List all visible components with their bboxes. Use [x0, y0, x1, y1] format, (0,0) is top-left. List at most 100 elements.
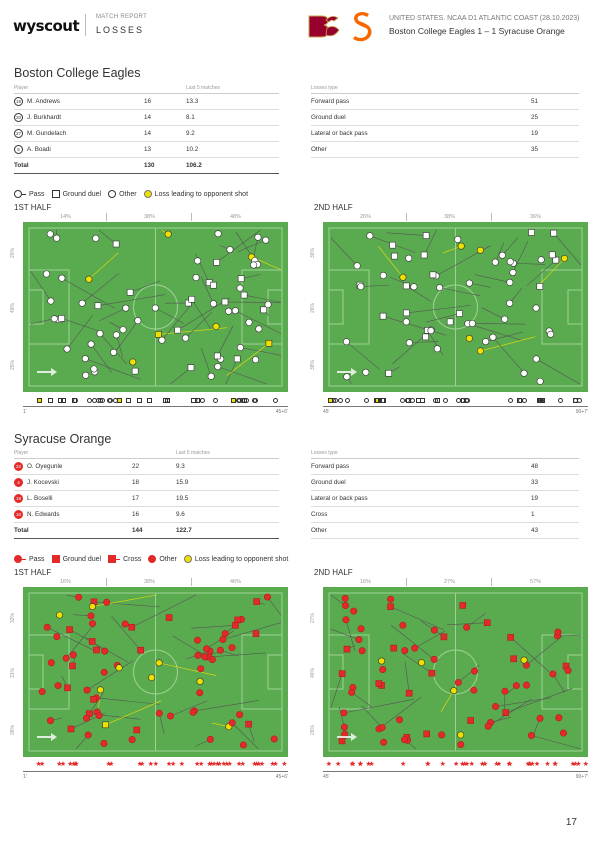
legend-label: Loss leading to opponent shot: [154, 190, 249, 198]
zone-separator: [106, 213, 107, 221]
timeline-star-icon: ★: [178, 761, 186, 768]
col-last5: Last 5 matches: [186, 84, 279, 94]
table-row: 20 J. Burkhardt 14 8.1: [14, 109, 279, 126]
zone-pct: 38%: [444, 214, 456, 220]
timeline-star-icon: ★: [253, 761, 260, 768]
timeline-star-icon: ★: [461, 761, 468, 768]
timeline-star-icon: ★: [107, 761, 115, 768]
timeline-star-icon: ★: [459, 761, 466, 768]
timeline-star-icon: ★: [424, 761, 431, 768]
timeline-star-icon: ★: [569, 761, 576, 768]
table-total-row: Total 144 122.7: [14, 522, 279, 539]
pitch-syracuse-2nd-half: [323, 587, 588, 757]
player-losses: 14: [144, 125, 186, 142]
zone-separator: [191, 213, 192, 221]
timeline-star-icon: ★: [468, 761, 475, 768]
timeline-end: 90+7': [575, 409, 588, 415]
timeline-star-icon: ★: [235, 761, 243, 768]
player-name: J. Kocevski: [27, 478, 59, 486]
player-name: N. Edwards: [27, 510, 60, 518]
loss-type: Ground duel: [311, 474, 531, 491]
boston-college-logo-icon: [308, 15, 340, 38]
timeline-start: 45': [323, 774, 330, 780]
timeline-event-icon: [126, 398, 132, 403]
total-label: Total: [14, 157, 144, 174]
competition-info: UNITED STATES. NCAA D1 ATLANTIC COAST (2…: [389, 15, 580, 22]
table-row: 19 L. Boselli 17 19.5: [14, 490, 279, 507]
timeline-event-icon: [443, 398, 449, 403]
player-losses: 22: [132, 458, 176, 475]
half-label-2nd: 2ND HALF: [314, 203, 353, 212]
timeline-star-icon: ★: [226, 761, 233, 768]
pitch-drawing: [28, 592, 283, 752]
timeline-star-icon: ★: [56, 761, 63, 768]
timeline-star-icon: ★: [424, 761, 432, 768]
square-icon: [51, 190, 60, 198]
timeline-star-icon: ★: [269, 761, 276, 768]
timeline-star-icon: ★: [73, 761, 80, 768]
timeline-event-icon: [409, 398, 415, 403]
attack-direction-icon: [37, 368, 57, 376]
timeline-event-icon: [36, 398, 42, 403]
tail-icon: [22, 193, 26, 195]
loss-type: Cross: [311, 506, 531, 523]
timeline-event-icon: [400, 398, 406, 403]
side-pct: 38%: [310, 359, 317, 371]
legend-label: Ground duel: [62, 555, 102, 563]
col-loss-type: Losses type: [311, 449, 531, 459]
timeline-event-icon: [48, 398, 54, 403]
timeline-star-icon: ★: [526, 761, 534, 768]
table-row: Ground duel 25: [311, 109, 579, 126]
syracuse-loss-types-table: Losses type Forward pass 48 Ground duel 33…: [311, 449, 579, 539]
table-row: 22 O. Oyegunle 22 9.3: [14, 458, 279, 475]
player-last5: 9.6: [176, 506, 279, 523]
circle-icon: [108, 190, 117, 198]
loss-type: Ground duel: [311, 109, 531, 126]
timeline-end: 45+6': [275, 774, 288, 780]
red-square-with-tail-icon: [108, 555, 117, 563]
timeline-star-icon: ★: [220, 761, 227, 768]
total-label: Total: [14, 522, 132, 539]
legend-label: Other: [119, 190, 137, 198]
pitch-drawing: [28, 227, 283, 387]
loss-count: 35: [531, 141, 579, 158]
timeline-star-icon: ★: [239, 761, 246, 768]
timeline-star-icon: ★: [208, 761, 215, 768]
side-pct: 49%: [10, 302, 17, 314]
timeline-event-icon: [327, 398, 333, 403]
timeline-event-icon: [558, 398, 564, 403]
side-pct: 25%: [10, 359, 17, 371]
player-number-badge: 19: [14, 493, 23, 503]
player-number-badge: 10: [14, 509, 23, 519]
report-header: wyscout MATCH REPORT LOSSES UNITED STATE…: [0, 0, 596, 50]
col-player: Player: [14, 84, 144, 94]
total-value: 144: [132, 522, 176, 539]
timeline-star-icon: ★: [533, 761, 541, 768]
player-number-badge: 19: [14, 96, 23, 106]
player-losses: 14: [144, 109, 186, 126]
zone-pct: 38%: [144, 214, 156, 220]
player-last5: 13.3: [186, 93, 279, 110]
yellow-circle-icon: [143, 190, 152, 198]
timeline-star-icon: ★: [198, 761, 205, 768]
player-name: M. Andrews: [27, 97, 60, 105]
player-number-badge: 5: [14, 144, 23, 154]
timeline-star-icon: ★: [136, 761, 143, 768]
zone-pct: 16%: [360, 579, 372, 585]
player-last5: 15.9: [176, 474, 279, 491]
table-row: Lateral or back pass 19: [311, 490, 579, 507]
timeline-end: 90+7': [575, 774, 588, 780]
side-pct: 32%: [10, 612, 17, 624]
timeline-star-icon: ★: [214, 761, 221, 768]
loss-count: 33: [531, 474, 579, 491]
player-losses: 13: [144, 141, 186, 158]
loss-count: 51: [531, 93, 579, 110]
zone-pct: 46%: [230, 579, 242, 585]
col-last5: Last 5 matches: [176, 449, 279, 459]
table-row: 10 N. Edwards 16 9.6: [14, 506, 279, 523]
player-name: L. Boselli: [27, 494, 53, 502]
timeline-end: 45+6': [275, 409, 288, 415]
total-value: 130: [144, 157, 186, 174]
player-last5: 10.2: [186, 141, 279, 158]
timeline-star-icon: ★: [169, 761, 177, 768]
